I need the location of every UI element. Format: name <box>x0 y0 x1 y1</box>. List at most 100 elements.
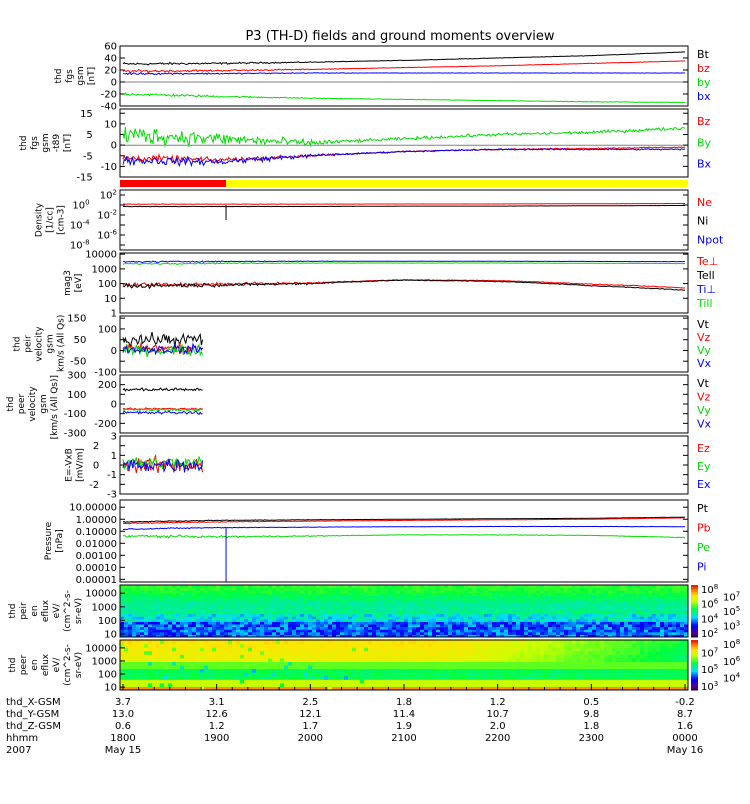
spectrogram-cell <box>200 672 204 676</box>
spectrogram-cell <box>192 661 196 665</box>
spectrogram-cell <box>628 658 632 662</box>
spectrogram-cell <box>460 651 464 655</box>
spectrogram-cell <box>432 661 436 665</box>
spectrogram-cell <box>232 665 236 669</box>
y-tick-label: -300 <box>64 429 87 440</box>
spectrogram-cell <box>416 640 420 644</box>
spectrogram-cell <box>200 665 204 669</box>
spectrogram-cell <box>408 644 412 648</box>
spectrogram-cell <box>576 651 580 655</box>
y-axis-label: gsm <box>76 66 86 85</box>
spectrogram-cell <box>536 644 540 648</box>
spectrogram-cell <box>480 640 484 644</box>
spectrogram-cell <box>508 665 512 669</box>
spectrogram-cell <box>388 651 392 655</box>
spectrogram-cell <box>336 647 340 651</box>
spectrogram-cell <box>548 658 552 662</box>
spectrogram-cell <box>580 683 584 687</box>
legend-Vy: Vy <box>697 404 711 417</box>
spectrogram-cell <box>344 676 348 680</box>
spectrogram-cell <box>592 669 596 673</box>
spectrogram-cell <box>316 640 320 644</box>
spectrogram-cell <box>544 644 548 648</box>
spectrogram-cell <box>612 640 616 644</box>
spectrogram-cell <box>640 679 644 683</box>
spectrogram-cell <box>292 651 296 655</box>
spectrogram-cell <box>180 683 184 687</box>
y-axis-label: [nT] <box>63 134 73 152</box>
spectrogram-cell <box>460 658 464 662</box>
spectrogram-cell <box>376 640 380 644</box>
spectrogram-cell <box>480 661 484 665</box>
spectrogram-cell <box>268 644 272 648</box>
spectrogram-cell <box>592 661 596 665</box>
colorbar-cell <box>691 585 698 587</box>
spectrogram-cell <box>508 647 512 651</box>
spectrogram-cell <box>236 676 240 680</box>
spectrogram-cell <box>236 658 240 662</box>
spectrogram-cell <box>196 647 200 651</box>
spectrogram-cell <box>380 665 384 669</box>
spectrogram-cell <box>528 654 532 658</box>
spectrogram-cell <box>416 644 420 648</box>
spectrogram-cell <box>320 651 324 655</box>
spectrogram-cell <box>188 669 192 673</box>
spectrogram-cell <box>644 683 648 687</box>
spectrogram-cell <box>328 683 332 687</box>
spectrogram-cell <box>380 644 384 648</box>
spectrogram-cell <box>596 654 600 658</box>
spectrogram-cell <box>240 683 244 687</box>
spectrogram-cell <box>152 658 156 662</box>
spectrogram-cell <box>264 665 268 669</box>
spectrogram-cell <box>484 683 488 687</box>
spectrogram-cell <box>436 669 440 673</box>
spectrogram-cell <box>160 683 164 687</box>
spectrogram-cell <box>576 661 580 665</box>
spectrogram-cell <box>380 669 384 673</box>
spectrogram-cell <box>516 669 520 673</box>
spectrogram-cell <box>224 683 228 687</box>
spectrogram-cell <box>368 644 372 648</box>
spectrogram-cell <box>644 658 648 662</box>
spectrogram-cell <box>324 672 328 676</box>
spectrogram-cell <box>632 665 636 669</box>
spectrogram-cell <box>188 661 192 665</box>
spectrogram-cell <box>564 679 568 683</box>
spectrogram-cell <box>344 665 348 669</box>
spectrogram-cell <box>220 658 224 662</box>
spectrogram-cell <box>244 647 248 651</box>
spectrogram-cell <box>496 661 500 665</box>
spectrogram-cell <box>552 665 556 669</box>
spectrogram-cell <box>388 669 392 673</box>
spectrogram-cell <box>168 640 172 644</box>
series-line-Ni <box>123 205 685 206</box>
spectrogram-cell <box>468 658 472 662</box>
spectrogram-cell <box>200 651 204 655</box>
spectrogram-cell <box>412 669 416 673</box>
spectrogram-cell <box>452 644 456 648</box>
spectrogram-cell <box>488 669 492 673</box>
spectrogram-cell <box>296 672 300 676</box>
spectrogram-cell <box>644 661 648 665</box>
spectrogram-cell <box>564 672 568 676</box>
spectrogram-cell <box>160 661 164 665</box>
spectrogram-cell <box>272 676 276 680</box>
spectrogram-cell <box>600 672 604 676</box>
spectrogram-cell <box>248 647 252 651</box>
spectrogram-cell <box>428 640 432 644</box>
y-axis-label: [mV/m] <box>76 448 86 482</box>
spectrogram-cell <box>520 683 524 687</box>
spectrogram-cell <box>456 647 460 651</box>
spectrogram-cell <box>136 672 140 676</box>
spectrogram-cell <box>140 683 144 687</box>
spectrogram-cell <box>416 651 420 655</box>
spectrogram-cell <box>360 661 364 665</box>
spectrogram-cell <box>240 647 244 651</box>
spectrogram-cell <box>516 661 520 665</box>
spectrogram-cell <box>512 654 516 658</box>
spectrogram-cell <box>372 640 376 644</box>
spectrogram-cell <box>556 669 560 673</box>
spectrogram-cell <box>412 661 416 665</box>
spectrogram-cell <box>216 644 220 648</box>
spectrogram-cell <box>276 683 280 687</box>
